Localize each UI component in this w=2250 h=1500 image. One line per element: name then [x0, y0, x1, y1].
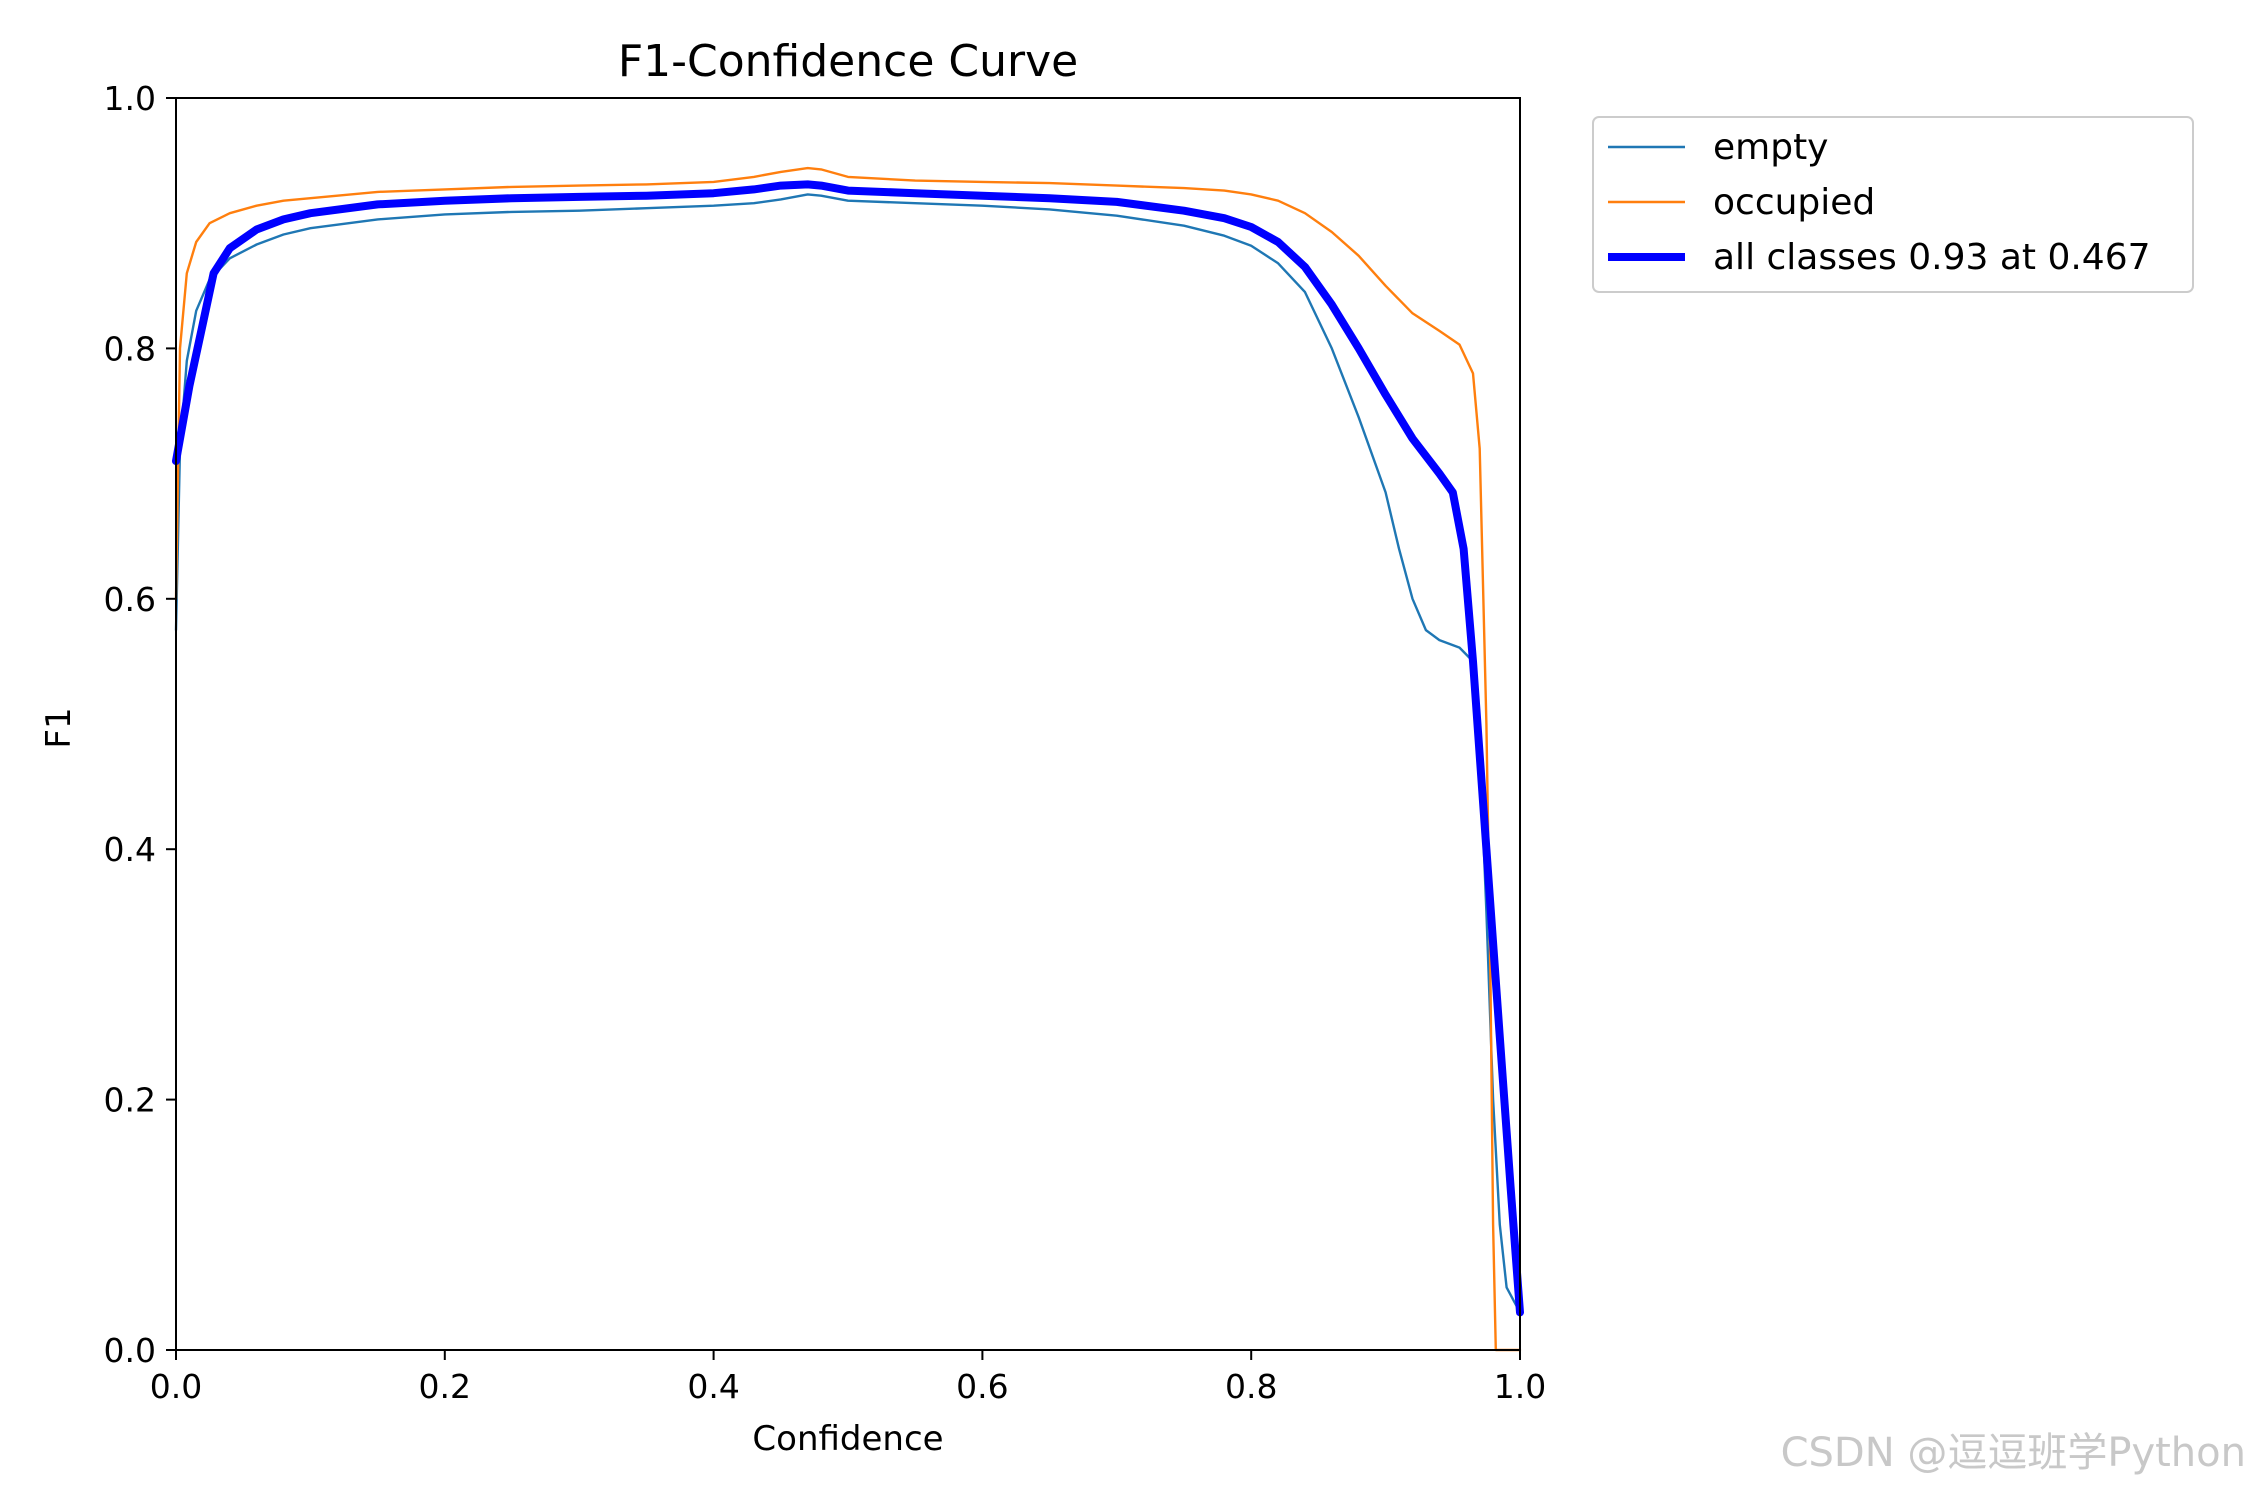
plot-lines	[172, 166, 1524, 1352]
legend-frame	[1592, 116, 2194, 293]
x-axis-label: Confidence	[752, 1419, 943, 1459]
x-tick-label: 0.8	[1225, 1367, 1277, 1406]
watermark: CSDN @逗逗班学Python	[1780, 1430, 2246, 1476]
legend-label: empty	[1713, 127, 1829, 168]
y-tick-label: 1.0	[104, 79, 156, 118]
x-tick-label: 0.6	[956, 1367, 1008, 1406]
series-line-3	[172, 180, 1524, 1317]
series-line-2	[174, 166, 1522, 1352]
y-tick-label: 0.6	[104, 580, 156, 619]
plot-frame	[175, 97, 1521, 1351]
y-tick-label: 0.2	[104, 1081, 156, 1120]
y-tick-label: 0.4	[104, 830, 156, 869]
x-tick-label: 0.4	[687, 1367, 739, 1406]
y-axis-ticks: 0.0 0.2 0.4 0.6 0.8 1.0	[104, 79, 176, 1370]
y-tick-label: 0.0	[104, 1331, 156, 1370]
y-tick-label: 0.8	[104, 329, 156, 368]
legend-label: all classes 0.93 at 0.467	[1713, 237, 2151, 278]
legend: empty occupied all classes 0.93 at 0.467	[1592, 116, 2194, 293]
y-axis-label: F1	[39, 707, 79, 748]
legend-label: occupied	[1713, 182, 1875, 223]
x-tick-label: 0.0	[150, 1367, 202, 1406]
x-tick-label: 1.0	[1494, 1367, 1546, 1406]
series-line-1	[174, 193, 1522, 1314]
x-tick-label: 0.2	[419, 1367, 471, 1406]
chart-title: F1-Confidence Curve	[618, 36, 1078, 87]
x-axis-ticks: 0.0 0.2 0.4 0.6 0.8 1.0	[150, 1350, 1546, 1406]
